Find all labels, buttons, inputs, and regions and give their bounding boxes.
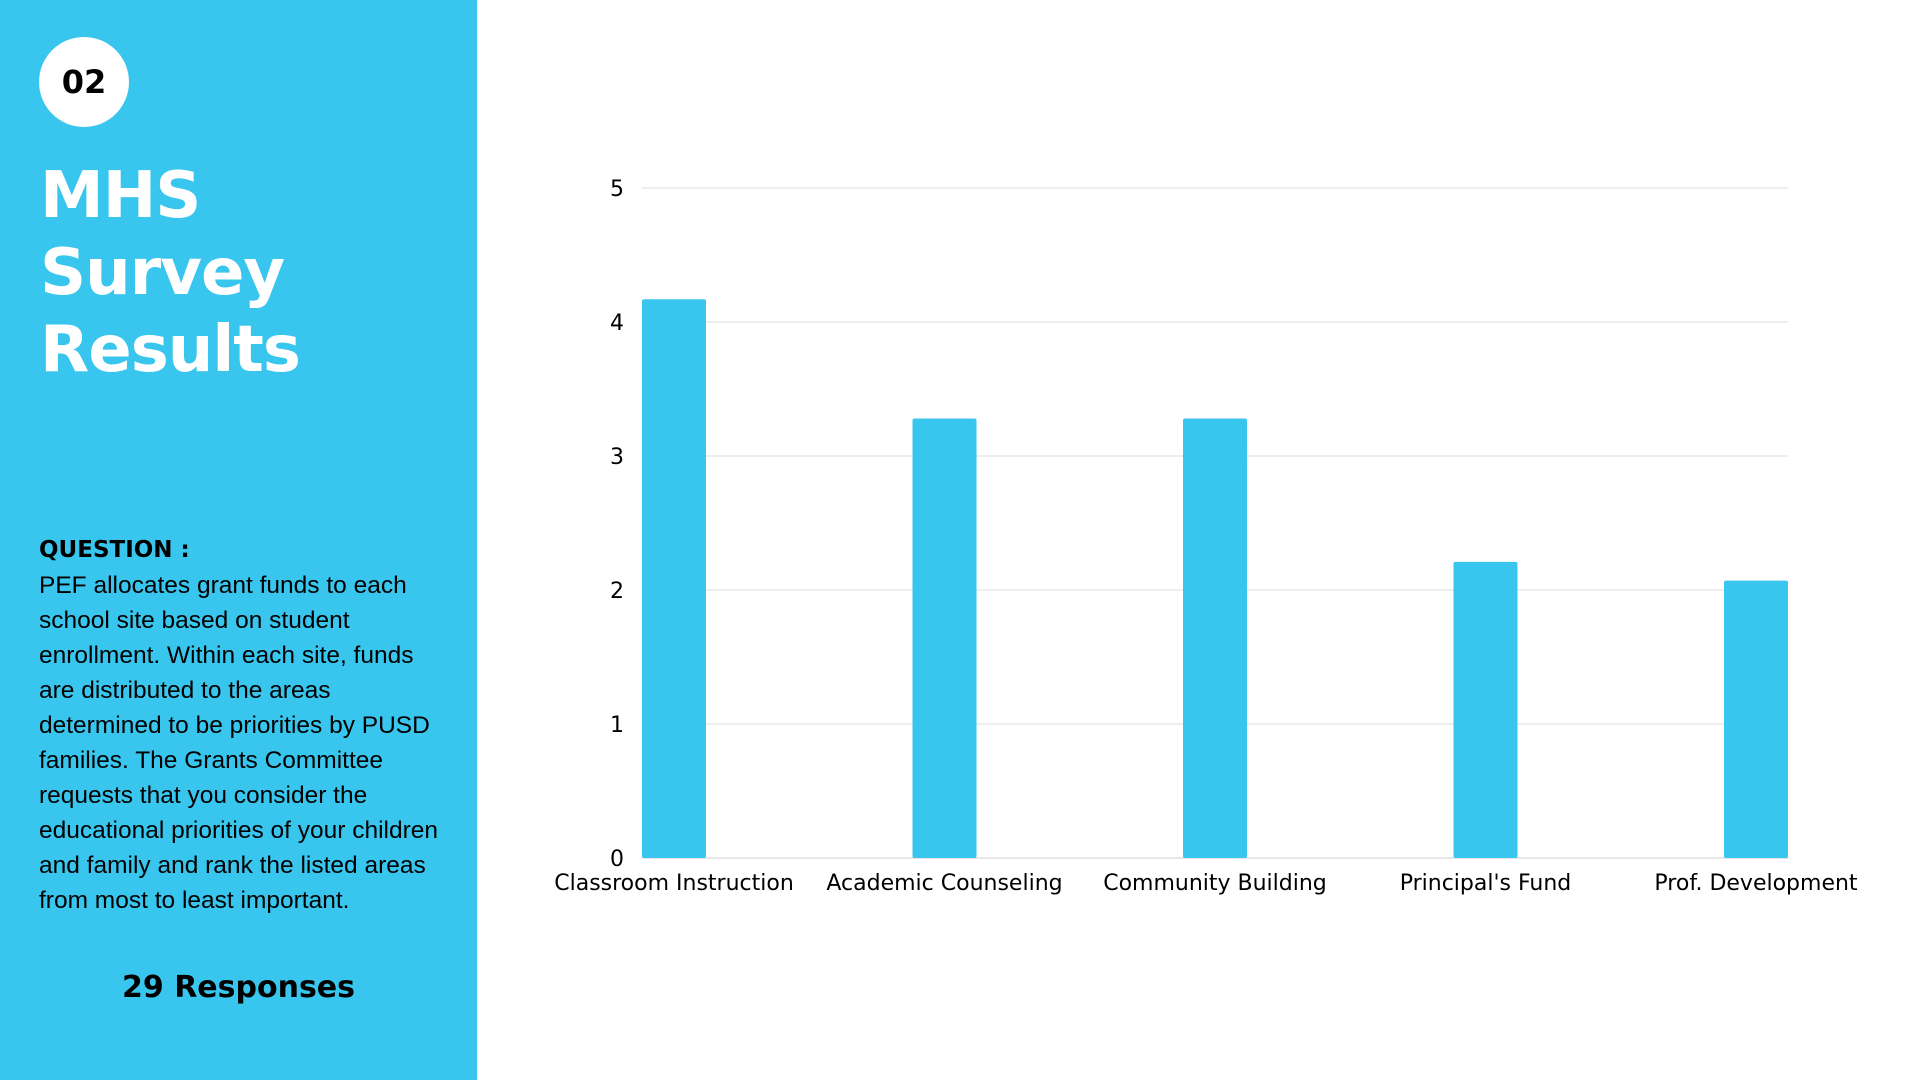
y-tick-label: 4 bbox=[610, 311, 624, 336]
page-title: MHS Survey Results bbox=[40, 158, 440, 389]
x-tick-label: Academic Counseling bbox=[826, 871, 1062, 896]
bar bbox=[912, 418, 977, 858]
title-line: Survey bbox=[40, 236, 285, 310]
question-text: PEF allocates grant funds to each school… bbox=[39, 572, 439, 914]
x-tick-label: Classroom Instruction bbox=[554, 871, 794, 896]
x-tick-label: Principal's Fund bbox=[1400, 871, 1572, 896]
title-line: Results bbox=[40, 313, 301, 387]
x-tick-label: Community Building bbox=[1103, 871, 1327, 896]
bar bbox=[1453, 561, 1518, 858]
y-tick-label: 2 bbox=[610, 579, 624, 604]
bar bbox=[642, 299, 706, 859]
y-tick-label: 3 bbox=[610, 445, 624, 470]
bar bbox=[1724, 580, 1788, 858]
bar-chart: 0 1 2 3 4 5 Classroom Instruction Academic Coun… bbox=[554, 177, 1858, 896]
sidebar-panel: 02 MHS Survey Results QUESTION : PEF all… bbox=[0, 0, 477, 1080]
y-tick-label: 5 bbox=[610, 177, 624, 202]
x-tick-label: Prof. Development bbox=[1654, 871, 1858, 896]
y-tick-label: 0 bbox=[610, 847, 624, 872]
question-label: QUESTION : bbox=[39, 537, 190, 563]
title-line: MHS bbox=[40, 159, 201, 233]
y-tick-label: 1 bbox=[610, 713, 624, 738]
responses-count: 29 Responses bbox=[122, 970, 355, 1005]
slide-number-badge: 02 bbox=[39, 37, 129, 127]
bar bbox=[1183, 418, 1247, 858]
